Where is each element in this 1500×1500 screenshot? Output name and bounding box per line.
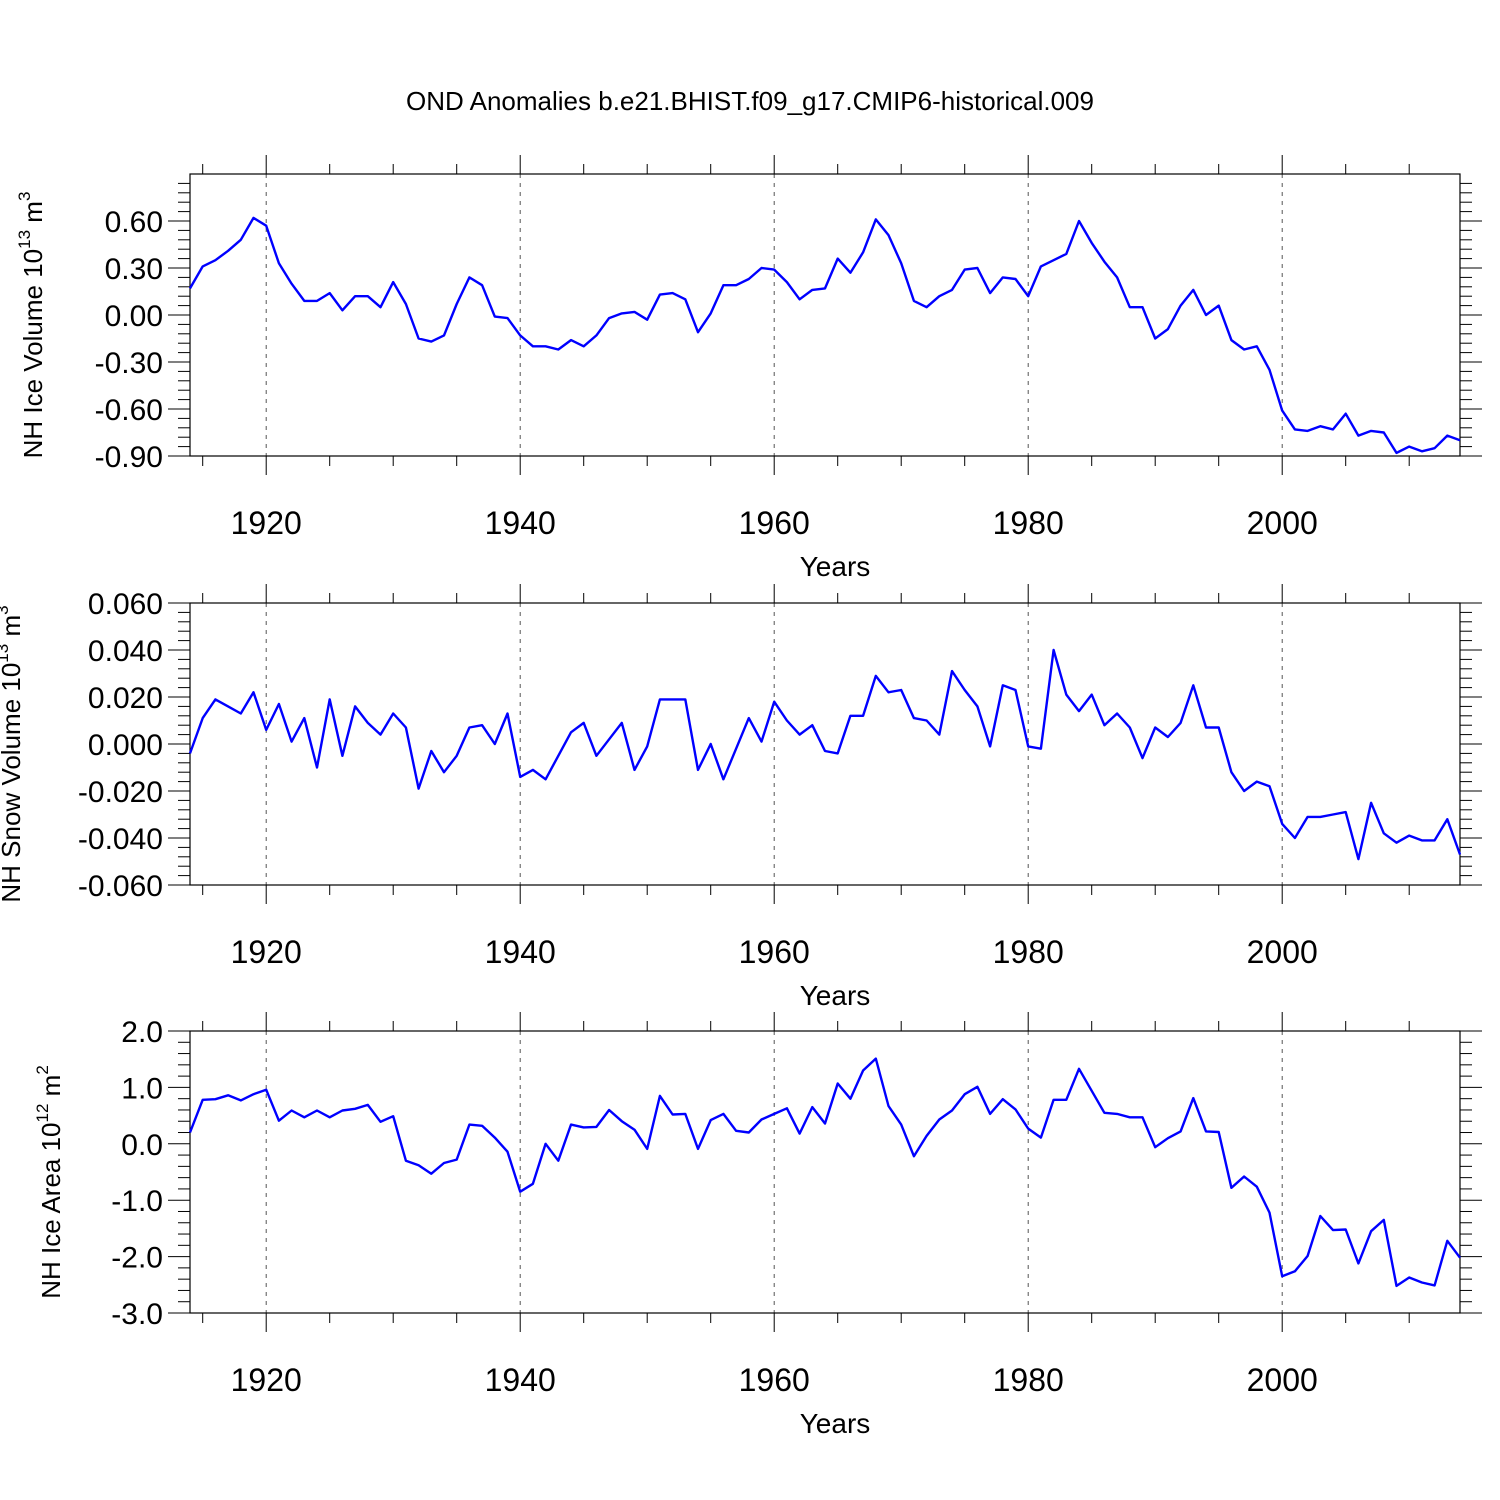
plot-frame — [189, 1030, 1461, 1314]
y-tick-label: 0.00 — [105, 300, 163, 333]
y-tick-label: 2.0 — [121, 1016, 163, 1049]
x-tick-label: 1940 — [485, 934, 556, 970]
y-tick-label: 1.0 — [121, 1072, 163, 1105]
y-tick-label: -3.0 — [111, 1298, 163, 1331]
y-tick-label: -0.040 — [78, 823, 163, 856]
y-axis-label: NH Ice Volume 1013 m3 — [15, 192, 48, 459]
panel-3: 1920 1940 1960 1980 2000 -3.0 -2.0 -1.0 0.0 1.0 2.… — [33, 1012, 1482, 1439]
y-tick-label: -0.60 — [95, 394, 163, 427]
x-tick-label: 1920 — [231, 1362, 302, 1398]
x-axis-label: Years — [800, 1408, 871, 1439]
x-axis-label: Years — [800, 980, 871, 1011]
chart-title: OND Anomalies b.e21.BHIST.f09_g17.CMIP6-… — [406, 86, 1094, 116]
y-tick-label: -0.020 — [78, 776, 163, 809]
y-tick-label: -0.060 — [78, 870, 163, 903]
plot-frame — [189, 173, 1461, 457]
x-axis-label: Years — [800, 551, 871, 582]
x-tick-label: 1960 — [739, 1362, 810, 1398]
panel-1: 1920 1940 1960 1980 2000 -0.90 -0.60 -0.30 0.00 0… — [15, 155, 1482, 582]
x-tick-label: 1960 — [739, 934, 810, 970]
x-tick-label: 1920 — [231, 934, 302, 970]
x-tick-label: 1980 — [993, 505, 1064, 541]
x-tick-label: 1980 — [993, 934, 1064, 970]
y-tick-label: -2.0 — [111, 1242, 163, 1275]
series-line — [188, 648, 1462, 861]
plot-frame — [189, 602, 1461, 886]
x-tick-label: 1960 — [739, 505, 810, 541]
y-tick-label: 0.30 — [105, 253, 163, 286]
y-axis-label: NH Snow Volume 1013 m3 — [0, 605, 26, 902]
x-tick-label: 1940 — [485, 1362, 556, 1398]
y-tick-label: 0.000 — [88, 729, 163, 762]
y-tick-label: -1.0 — [111, 1185, 163, 1218]
panel-2: 1920 1940 1960 1980 2000 -0.060 -0.040 -0.020 0.… — [0, 584, 1482, 1011]
y-axis-label: NH Ice Area 1012 m2 — [33, 1065, 66, 1299]
y-tick-label: -0.30 — [95, 347, 163, 380]
x-tick-label: 2000 — [1247, 934, 1318, 970]
y-tick-label: 0.0 — [121, 1129, 163, 1162]
y-tick-label: 0.060 — [88, 588, 163, 621]
series-line — [188, 216, 1461, 455]
y-tick-label: 0.020 — [88, 682, 163, 715]
x-tick-label: 1920 — [231, 505, 302, 541]
x-tick-label: 1940 — [485, 505, 556, 541]
x-tick-label: 2000 — [1247, 505, 1318, 541]
y-tick-label: 0.040 — [88, 635, 163, 668]
y-tick-label: -0.90 — [95, 441, 163, 474]
x-tick-label: 2000 — [1247, 1362, 1318, 1398]
x-tick-label: 1980 — [993, 1362, 1064, 1398]
series-line — [188, 1057, 1461, 1288]
panels-group: 1920 1940 1960 1980 2000-0.90-0.60-0.300.000… — [0, 155, 1482, 1439]
y-tick-label: 0.60 — [105, 206, 163, 239]
